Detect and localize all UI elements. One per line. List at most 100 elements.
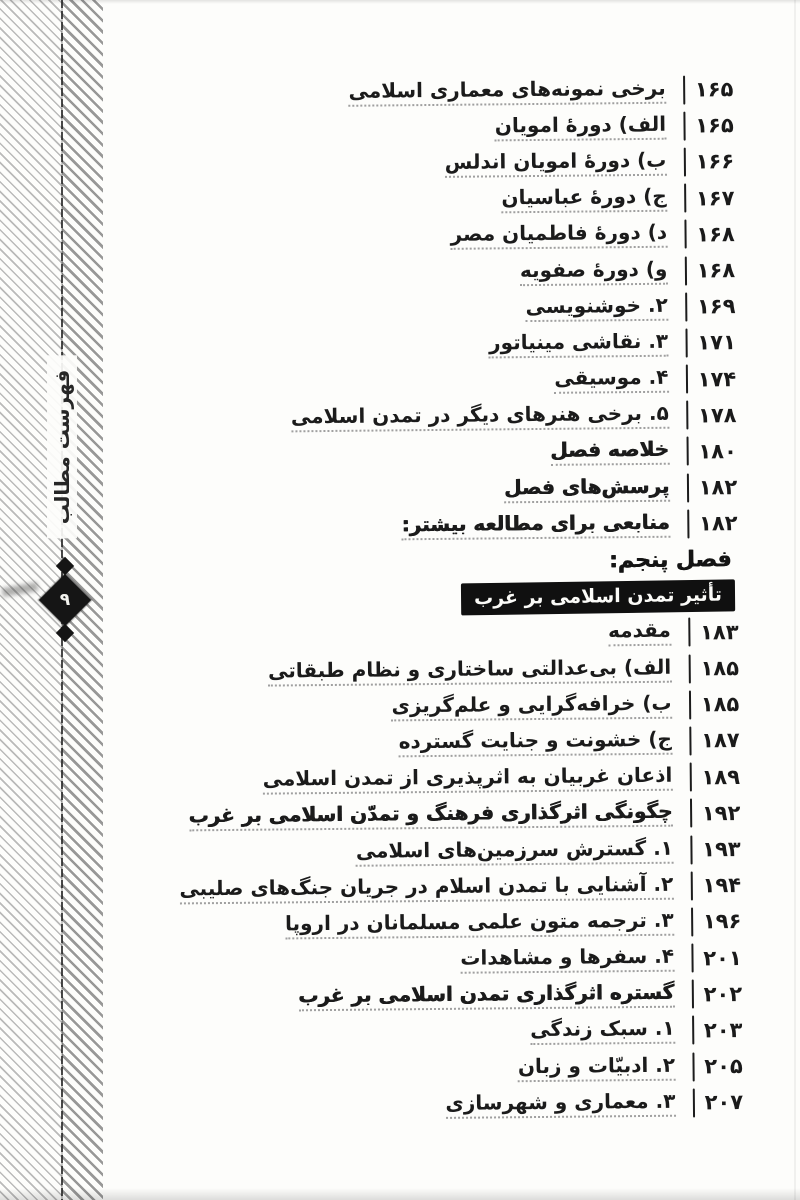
page-number: ۱۷۴	[697, 366, 737, 392]
toc-row: ۱۹۴ ۲. آشنایی با تمدن اسلام در جریان جنگ…	[141, 867, 751, 909]
separator-bar-icon	[691, 979, 694, 1009]
separator-bar-icon	[685, 364, 689, 394]
entry-title: پرسش‌های فصل	[504, 473, 670, 503]
scan-edge-top	[0, 0, 800, 4]
entry-title: ۱. سبک زندگی	[530, 1016, 675, 1046]
toc-row: ۱۶۵ برخی نمونه‌های معماری اسلامی	[133, 71, 743, 113]
toc-row-chapter-banner: تأثیر تمدن اسلامی بر غرب	[138, 578, 748, 620]
separator-bar-icon	[683, 147, 687, 177]
page-number: ۲۰۱	[703, 945, 742, 971]
entry-title: ۵. برخی هنرهای دیگر در تمدن اسلامی	[291, 401, 669, 433]
page-number: ۱۹۴	[702, 873, 742, 898]
page-number: ۱۷۸	[697, 402, 737, 428]
sidebar-label: فهرست مطالب	[47, 355, 77, 539]
page-number: ۱۸۲	[698, 475, 738, 500]
entry-title: مقدمه	[608, 618, 672, 647]
separator-bar-icon	[689, 798, 693, 828]
separator-bar-icon	[689, 762, 692, 792]
page-number: ۱۶۶	[695, 149, 735, 174]
page-number: ۱۸۳	[700, 619, 739, 645]
page-number: ۱۸۰	[698, 439, 737, 464]
chapter-banner: تأثیر تمدن اسلامی بر غرب	[460, 579, 736, 616]
page-number: ۱۸۹	[701, 764, 741, 790]
page-number: ۱۹۳	[702, 837, 741, 862]
toc-row: ۲۰۵ ۲. ادبیّات و زبان	[142, 1048, 752, 1090]
page-number: ۱۸۲	[698, 511, 738, 536]
toc-row: ۱۶۷ ج) دورهٔ عباسیان	[134, 180, 744, 222]
page-number: ۱۶۷	[695, 185, 735, 211]
toc-row: ۲۰۲ گستره اثرگذاری تمدن اسلامی بر غرب	[142, 976, 752, 1018]
entry-title: ب) دورهٔ امویان اندلس	[445, 148, 667, 178]
page-number: ۱۸۵	[700, 656, 740, 681]
separator-bar-icon	[688, 726, 692, 756]
entry-title: گستره اثرگذاری تمدن اسلامی بر غرب	[298, 980, 675, 1012]
entry-title: ۴. موسیقی	[554, 365, 669, 394]
toc-row: ۱۷۴ ۴. موسیقی	[136, 360, 746, 402]
separator-bar-icon	[686, 437, 689, 467]
page-number: ۱۸۵	[700, 692, 740, 717]
toc-row: ۱۶۵ الف) دورهٔ امویان	[133, 107, 743, 149]
toc-row: ۱۸۷ ج) خشونت و جنایت گسترده	[139, 722, 749, 764]
chapter-header: فصل پنجم:	[609, 547, 732, 574]
toc-row: ۱۸۳ مقدمه	[138, 614, 748, 656]
toc-row: ۱۶۸ د) دورهٔ فاطمیان مصر	[134, 216, 744, 258]
page-number: ۲۰۲	[703, 981, 743, 1007]
page-number: ۲۰۳	[703, 1018, 743, 1043]
separator-bar-icon	[682, 75, 686, 105]
toc-row: ۲۰۳ ۱. سبک زندگی	[142, 1012, 752, 1054]
page-number: ۱۹۲	[701, 800, 741, 826]
toc-row: ۱۶۹ ۲. خوشنویسی	[135, 288, 745, 330]
toc-row: ۱۹۶ ۳. ترجمه متون علمی مسلمانان در اروپا	[141, 903, 751, 945]
page-number: ۲۰۷	[704, 1090, 744, 1115]
entry-title: ۲. خوشنویسی	[525, 292, 668, 322]
separator-bar-icon	[684, 292, 688, 322]
entry-title: ج) دورهٔ عباسیان	[501, 184, 667, 214]
entry-title: منابعی برای مطالعه بیشتر:	[402, 510, 670, 541]
entry-title: ۱. گسترش سرزمین‌های اسلامی	[356, 835, 674, 867]
toc-row: ۱۸۹ اذعان غربیان به اثرپذیری از تمدن اسل…	[140, 759, 750, 801]
page-number: ۱۶۵	[694, 77, 734, 102]
entry-title: ۲. ادبیّات و زبان	[518, 1052, 676, 1082]
page-number: ۱۶۹	[696, 294, 736, 319]
page-number: ۱۹۶	[702, 909, 742, 934]
entry-title: ۲. آشنایی با تمدن اسلام در جریان جنگ‌های…	[179, 871, 674, 905]
entry-title: و) دورهٔ صفویه	[520, 256, 668, 286]
toc-row: ۱۸۲ منابعی برای مطالعه بیشتر:	[137, 505, 747, 547]
page-number: ۱۶۸	[696, 258, 736, 283]
entry-title: چگونگی اثرگذاری فرهنگ و تمدّن اسلامی بر …	[189, 799, 673, 832]
entry-title: ۴. سفرها و مشاهدات	[460, 944, 675, 974]
entry-title: د) دورهٔ فاطمیان مصر	[451, 220, 668, 251]
toc-row: ۲۰۱ ۴. سفرها و مشاهدات	[141, 939, 751, 981]
toc-row: ۱۷۱ ۳. نقاشی مینیاتور	[135, 324, 745, 366]
page-number: ۲۰۵	[704, 1054, 743, 1079]
separator-bar-icon	[685, 400, 689, 430]
separator-bar-icon	[683, 183, 687, 213]
page-number: ۱۶۸	[696, 221, 735, 247]
entry-title: الف) بی‌عدالتی ساختاری و نظام طبقاتی	[268, 654, 672, 687]
separator-bar-icon	[684, 328, 688, 358]
toc-row: ۱۹۲ چگونگی اثرگذاری فرهنگ و تمدّن اسلامی…	[140, 795, 750, 837]
entry-title: ۳. ترجمه متون علمی مسلمانان در اروپا	[285, 908, 674, 940]
separator-bar-icon	[690, 943, 694, 973]
separator-bar-icon	[686, 473, 690, 503]
toc-row: ۱۹۳ ۱. گسترش سرزمین‌های اسلامی	[140, 831, 750, 873]
entry-title: ب) خرافه‌گرایی و علم‌گریزی	[391, 690, 672, 722]
toc-row: ۲۰۷ ۳. معماری و شهرسازی	[143, 1084, 753, 1126]
toc-row: ۱۸۰ خلاصه فصل	[137, 433, 747, 475]
toc-row: ۱۸۵ الف) بی‌عدالتی ساختاری و نظام طبقاتی	[139, 650, 749, 692]
separator-bar-icon	[691, 1052, 695, 1082]
separator-bar-icon	[688, 654, 691, 684]
separator-bar-icon	[686, 509, 690, 539]
toc-row: ۱۸۲ پرسش‌های فصل	[137, 469, 747, 511]
separator-bar-icon	[692, 1088, 696, 1118]
entry-title: خلاصه فصل	[550, 437, 670, 467]
toc-row: ۱۸۵ ب) خرافه‌گرایی و علم‌گریزی	[139, 686, 749, 728]
separator-bar-icon	[682, 111, 686, 141]
entry-title: الف) دورهٔ امویان	[495, 112, 667, 142]
separator-bar-icon	[687, 617, 691, 647]
separator-bar-icon	[683, 219, 687, 249]
entry-title: برخی نمونه‌های معماری اسلامی	[348, 75, 666, 107]
separator-bar-icon	[690, 871, 693, 901]
separator-bar-icon	[690, 907, 694, 937]
separator-bar-icon	[689, 835, 693, 865]
